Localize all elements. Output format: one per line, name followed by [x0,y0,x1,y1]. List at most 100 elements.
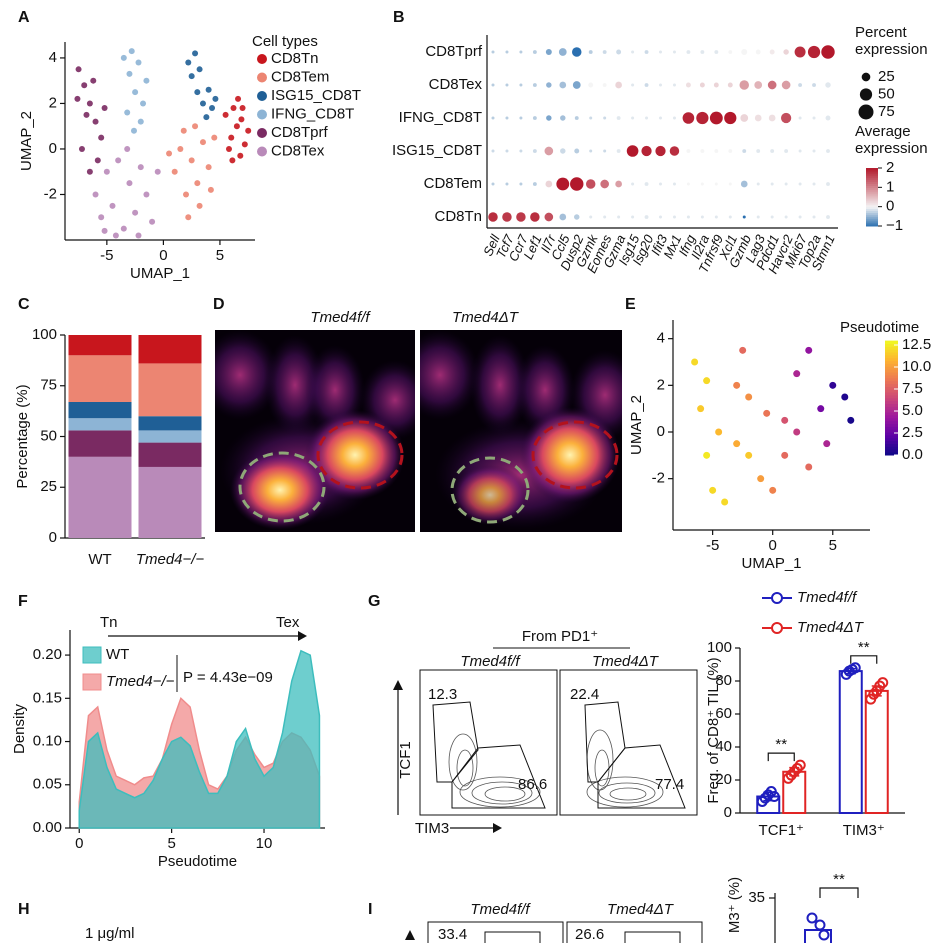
legend-swatch [257,91,267,101]
y-axis-label: Freq. of CD8⁺ TIL (%) [705,657,722,803]
point [235,95,242,102]
dot [502,212,512,222]
colorbar [866,181,878,184]
dot [672,182,676,186]
point [196,202,203,209]
colorbar [885,366,898,370]
dot [756,182,760,186]
dot [644,50,649,54]
point [154,168,161,175]
dot [617,215,621,219]
row-label: CD8Tprf [425,43,483,60]
legend-label: CD8Tprf [271,124,329,141]
dot [784,215,788,219]
legend-label: Tmed4−/− [106,673,175,690]
dot [754,114,762,122]
flow-title: Tmed4ΔT [607,901,675,918]
dot [644,215,649,219]
point [715,428,723,436]
dot [770,182,774,186]
dot [544,212,554,222]
point [229,157,236,164]
point [135,59,142,66]
dot [532,149,537,153]
bar-segment [68,355,132,402]
colorbar [866,175,878,179]
y-tick-label: 0 [49,529,57,546]
y-tick-label: 35 [748,889,765,906]
colorbar [885,349,898,353]
dot [784,149,789,153]
colorbar [885,377,898,382]
point [847,416,855,424]
y-tick-label: 75 [40,377,57,394]
dot [739,80,749,90]
colorbar [866,173,878,177]
gate [624,931,681,943]
dot [631,116,635,120]
dot [644,182,649,186]
dot [589,116,593,120]
row-label: CD8Tn [434,208,482,225]
colorbar [885,392,898,396]
point [877,677,889,689]
point [86,168,93,175]
dot [672,50,676,54]
dot [714,50,719,54]
colorbar-tick-label: 2 [886,159,894,176]
point [199,139,206,146]
colorbar [885,389,898,393]
gate [484,931,541,943]
y-tick-label: 50 [40,427,57,444]
dot [756,215,760,219]
dot [530,212,540,222]
dot [728,50,733,54]
dot [783,49,789,55]
colorbar [866,222,878,225]
point [192,123,199,130]
dot [727,82,733,88]
dot [631,83,635,87]
bar-segment [68,430,132,457]
dot [491,83,495,87]
dot [488,212,498,222]
point [149,218,156,225]
legend-label: Tmed4ΔT [797,619,865,636]
point [90,77,97,84]
point [745,451,753,459]
bar-segment [138,363,202,417]
dot [714,182,718,186]
dot [641,145,652,157]
point [78,145,85,152]
bar-segment [138,335,202,364]
dot [812,182,816,186]
x-tick-label: -5 [706,537,719,554]
dot [686,50,691,54]
point [781,416,789,424]
dot [588,82,594,88]
panel-label: E [625,296,636,313]
gate-circle [238,451,326,523]
point [697,405,705,413]
point [793,370,801,378]
trajectory-end: Tex [276,614,300,631]
y-axis-label: Percentage (%) [14,384,31,488]
x-tick-label: -5 [100,247,113,264]
point [98,134,105,141]
legend-swatch [257,54,267,64]
dot [714,149,719,153]
dot [682,112,695,124]
color-legend-title: expression [855,140,928,157]
dot [519,182,523,186]
dot [741,49,748,55]
colorbar [885,340,898,344]
dot [686,215,690,219]
dot [742,149,747,153]
significance-bracket [819,887,859,898]
legend-label: CD8Tem [271,68,329,85]
x-tick-label: TCF1⁺ [759,822,804,839]
flow-title: Tmed4f/f [470,901,531,918]
point [805,346,813,354]
dot [709,111,723,125]
y-tick-label: 2 [49,94,57,111]
